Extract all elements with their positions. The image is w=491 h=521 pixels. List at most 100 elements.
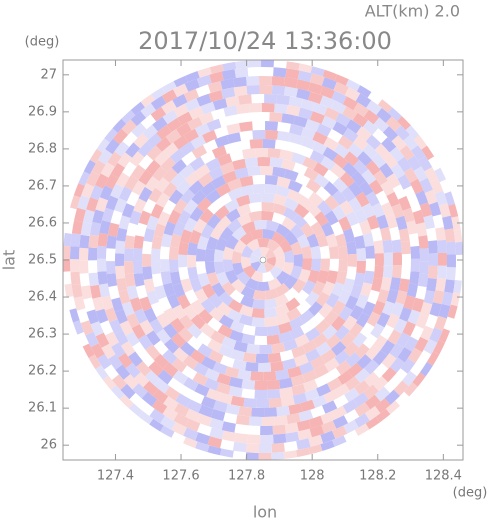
echo-cell bbox=[150, 95, 167, 111]
echo-cell bbox=[228, 376, 243, 389]
echo-cell bbox=[194, 123, 210, 137]
echo-cell bbox=[353, 392, 369, 407]
echo-cell bbox=[173, 83, 189, 98]
echo-cell bbox=[391, 302, 405, 317]
echo-cell bbox=[403, 134, 419, 151]
echo-cell bbox=[114, 141, 130, 157]
echo-cell bbox=[348, 197, 363, 213]
echo-cell bbox=[410, 145, 426, 161]
echo-cell bbox=[176, 122, 192, 137]
echo-cell bbox=[149, 408, 165, 424]
echo-cell bbox=[152, 116, 168, 132]
echo-cell bbox=[273, 246, 285, 259]
echo-cell bbox=[334, 383, 350, 398]
echo-cell bbox=[363, 109, 380, 125]
echo-cell bbox=[110, 385, 125, 400]
echo-cell bbox=[328, 246, 339, 259]
echo-cell bbox=[258, 443, 272, 454]
echo-cell bbox=[171, 357, 187, 373]
echo-cell bbox=[317, 200, 332, 216]
echo-cell bbox=[313, 364, 329, 379]
echo-cell bbox=[308, 91, 323, 104]
echo-cell bbox=[296, 447, 310, 458]
echo-cell bbox=[160, 425, 175, 438]
echo-cell bbox=[382, 239, 393, 253]
echo-cell bbox=[260, 434, 274, 445]
echo-cell bbox=[140, 103, 156, 118]
echo-cell bbox=[233, 76, 247, 88]
echo-cell bbox=[434, 190, 448, 206]
echo-cell bbox=[115, 240, 126, 254]
echo-cell bbox=[271, 342, 286, 354]
echo-cell bbox=[300, 136, 316, 150]
echo-texture bbox=[62, 59, 463, 460]
echo-cell bbox=[389, 357, 405, 373]
echo-cell bbox=[319, 95, 335, 109]
echo-cell bbox=[274, 293, 289, 307]
echo-cell bbox=[289, 326, 305, 340]
echo-cell bbox=[78, 171, 90, 186]
echo-cell bbox=[112, 118, 127, 133]
echo-cell bbox=[359, 220, 372, 235]
echo-cell bbox=[80, 320, 94, 336]
echo-cell bbox=[192, 372, 208, 386]
echo-cell bbox=[184, 78, 200, 92]
echo-cell bbox=[438, 203, 451, 218]
echo-cell bbox=[208, 293, 223, 309]
echo-cell bbox=[211, 145, 227, 159]
echo-cell bbox=[118, 289, 131, 305]
echo-cell bbox=[283, 77, 298, 89]
echo-cell bbox=[229, 329, 244, 343]
echo-cell bbox=[361, 169, 377, 185]
echo-cell bbox=[200, 224, 215, 239]
echo-cell bbox=[437, 265, 447, 279]
echo-cell bbox=[398, 278, 410, 293]
echo-cell bbox=[180, 188, 195, 205]
echo-cell bbox=[183, 199, 199, 215]
echo-cell bbox=[71, 284, 83, 298]
echo-cell bbox=[264, 407, 278, 417]
echo-cell bbox=[236, 271, 251, 286]
echo-cell bbox=[95, 197, 109, 212]
echo-cell bbox=[121, 119, 137, 135]
echo-cell bbox=[137, 141, 153, 158]
echo-cell bbox=[308, 415, 324, 429]
echo-cell bbox=[153, 223, 166, 238]
echo-cell bbox=[88, 234, 99, 249]
echo-cell bbox=[230, 395, 245, 407]
echo-cell bbox=[78, 247, 89, 261]
echo-cell bbox=[372, 376, 389, 392]
echo-cell bbox=[187, 266, 199, 281]
echo-cell bbox=[261, 102, 275, 113]
echo-cell bbox=[196, 93, 212, 107]
echo-cell bbox=[363, 270, 375, 285]
echo-cell bbox=[250, 371, 264, 382]
echo-cell bbox=[419, 177, 433, 194]
echo-cell bbox=[385, 400, 400, 415]
echo-cell bbox=[98, 283, 111, 298]
echo-cell bbox=[156, 125, 172, 140]
echo-cell bbox=[207, 436, 223, 449]
echo-cell bbox=[187, 323, 203, 339]
echo-cell bbox=[118, 215, 131, 230]
echo-cell bbox=[289, 133, 304, 145]
echo-cell bbox=[144, 176, 160, 192]
echo-cell bbox=[99, 185, 113, 201]
echo-cell bbox=[168, 259, 179, 273]
echo-cell bbox=[225, 269, 239, 285]
echo-cell bbox=[286, 105, 301, 117]
echo-cell bbox=[79, 260, 89, 274]
echo-cell bbox=[245, 443, 260, 453]
echo-cell bbox=[444, 228, 456, 243]
echo-cell bbox=[386, 191, 400, 207]
echo-cell bbox=[361, 203, 376, 219]
echo-cell bbox=[375, 398, 391, 414]
echo-cell bbox=[180, 341, 196, 357]
echo-cell bbox=[280, 395, 295, 407]
echo-cell bbox=[356, 248, 367, 261]
echo-cell bbox=[245, 361, 259, 372]
echo-cell bbox=[347, 362, 363, 378]
echo-cell bbox=[268, 352, 282, 363]
echo-cell bbox=[438, 328, 450, 343]
echo-cell bbox=[200, 181, 216, 197]
